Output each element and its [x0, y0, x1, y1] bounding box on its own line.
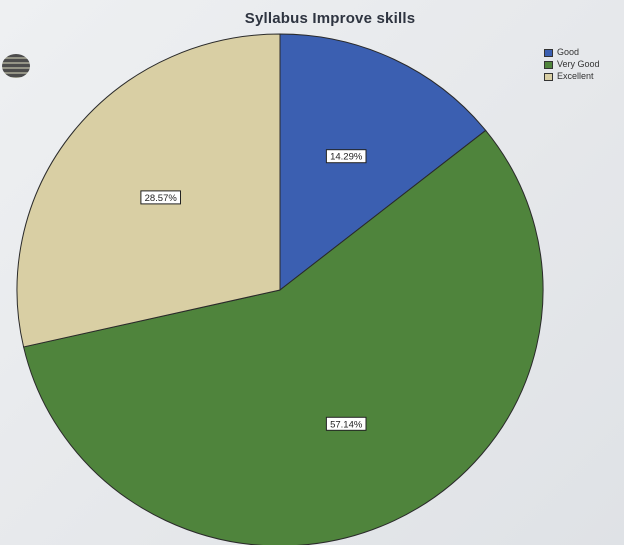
legend-label-good: Good — [557, 47, 580, 57]
data-label-very-good: 57.14% — [325, 416, 367, 431]
legend-item-good: Good — [544, 47, 622, 58]
data-label-text-excellent: 28.57% — [145, 193, 178, 204]
legend-swatch-very-good — [544, 60, 553, 69]
data-label-excellent: 28.57% — [140, 190, 181, 205]
data-label-box-good — [325, 149, 367, 164]
binder-ring-decoration — [2, 54, 30, 78]
chart-title: Syllabus Improve skills — [244, 10, 416, 27]
data-label-box-very-good — [325, 416, 367, 431]
data-label-box-excellent — [140, 190, 181, 205]
legend-swatch-good — [544, 48, 553, 57]
data-label-good: 14.29% — [325, 149, 367, 164]
data-label-text-very-good: 57.14% — [330, 419, 363, 430]
legend-label-excellent: Excellent — [557, 71, 594, 81]
legend-swatch-excellent — [544, 72, 553, 81]
pie-slice-good — [279, 33, 487, 292]
pie-slice-very-good — [22, 129, 544, 545]
legend-label-very-good: Very Good — [557, 59, 600, 69]
legend-item-excellent: Excellent — [544, 71, 622, 82]
legend-item-very-good: Very Good — [544, 59, 622, 70]
chart-legend: Good Very Good Excellent — [544, 47, 622, 83]
data-label-text-good: 14.29% — [330, 152, 363, 163]
